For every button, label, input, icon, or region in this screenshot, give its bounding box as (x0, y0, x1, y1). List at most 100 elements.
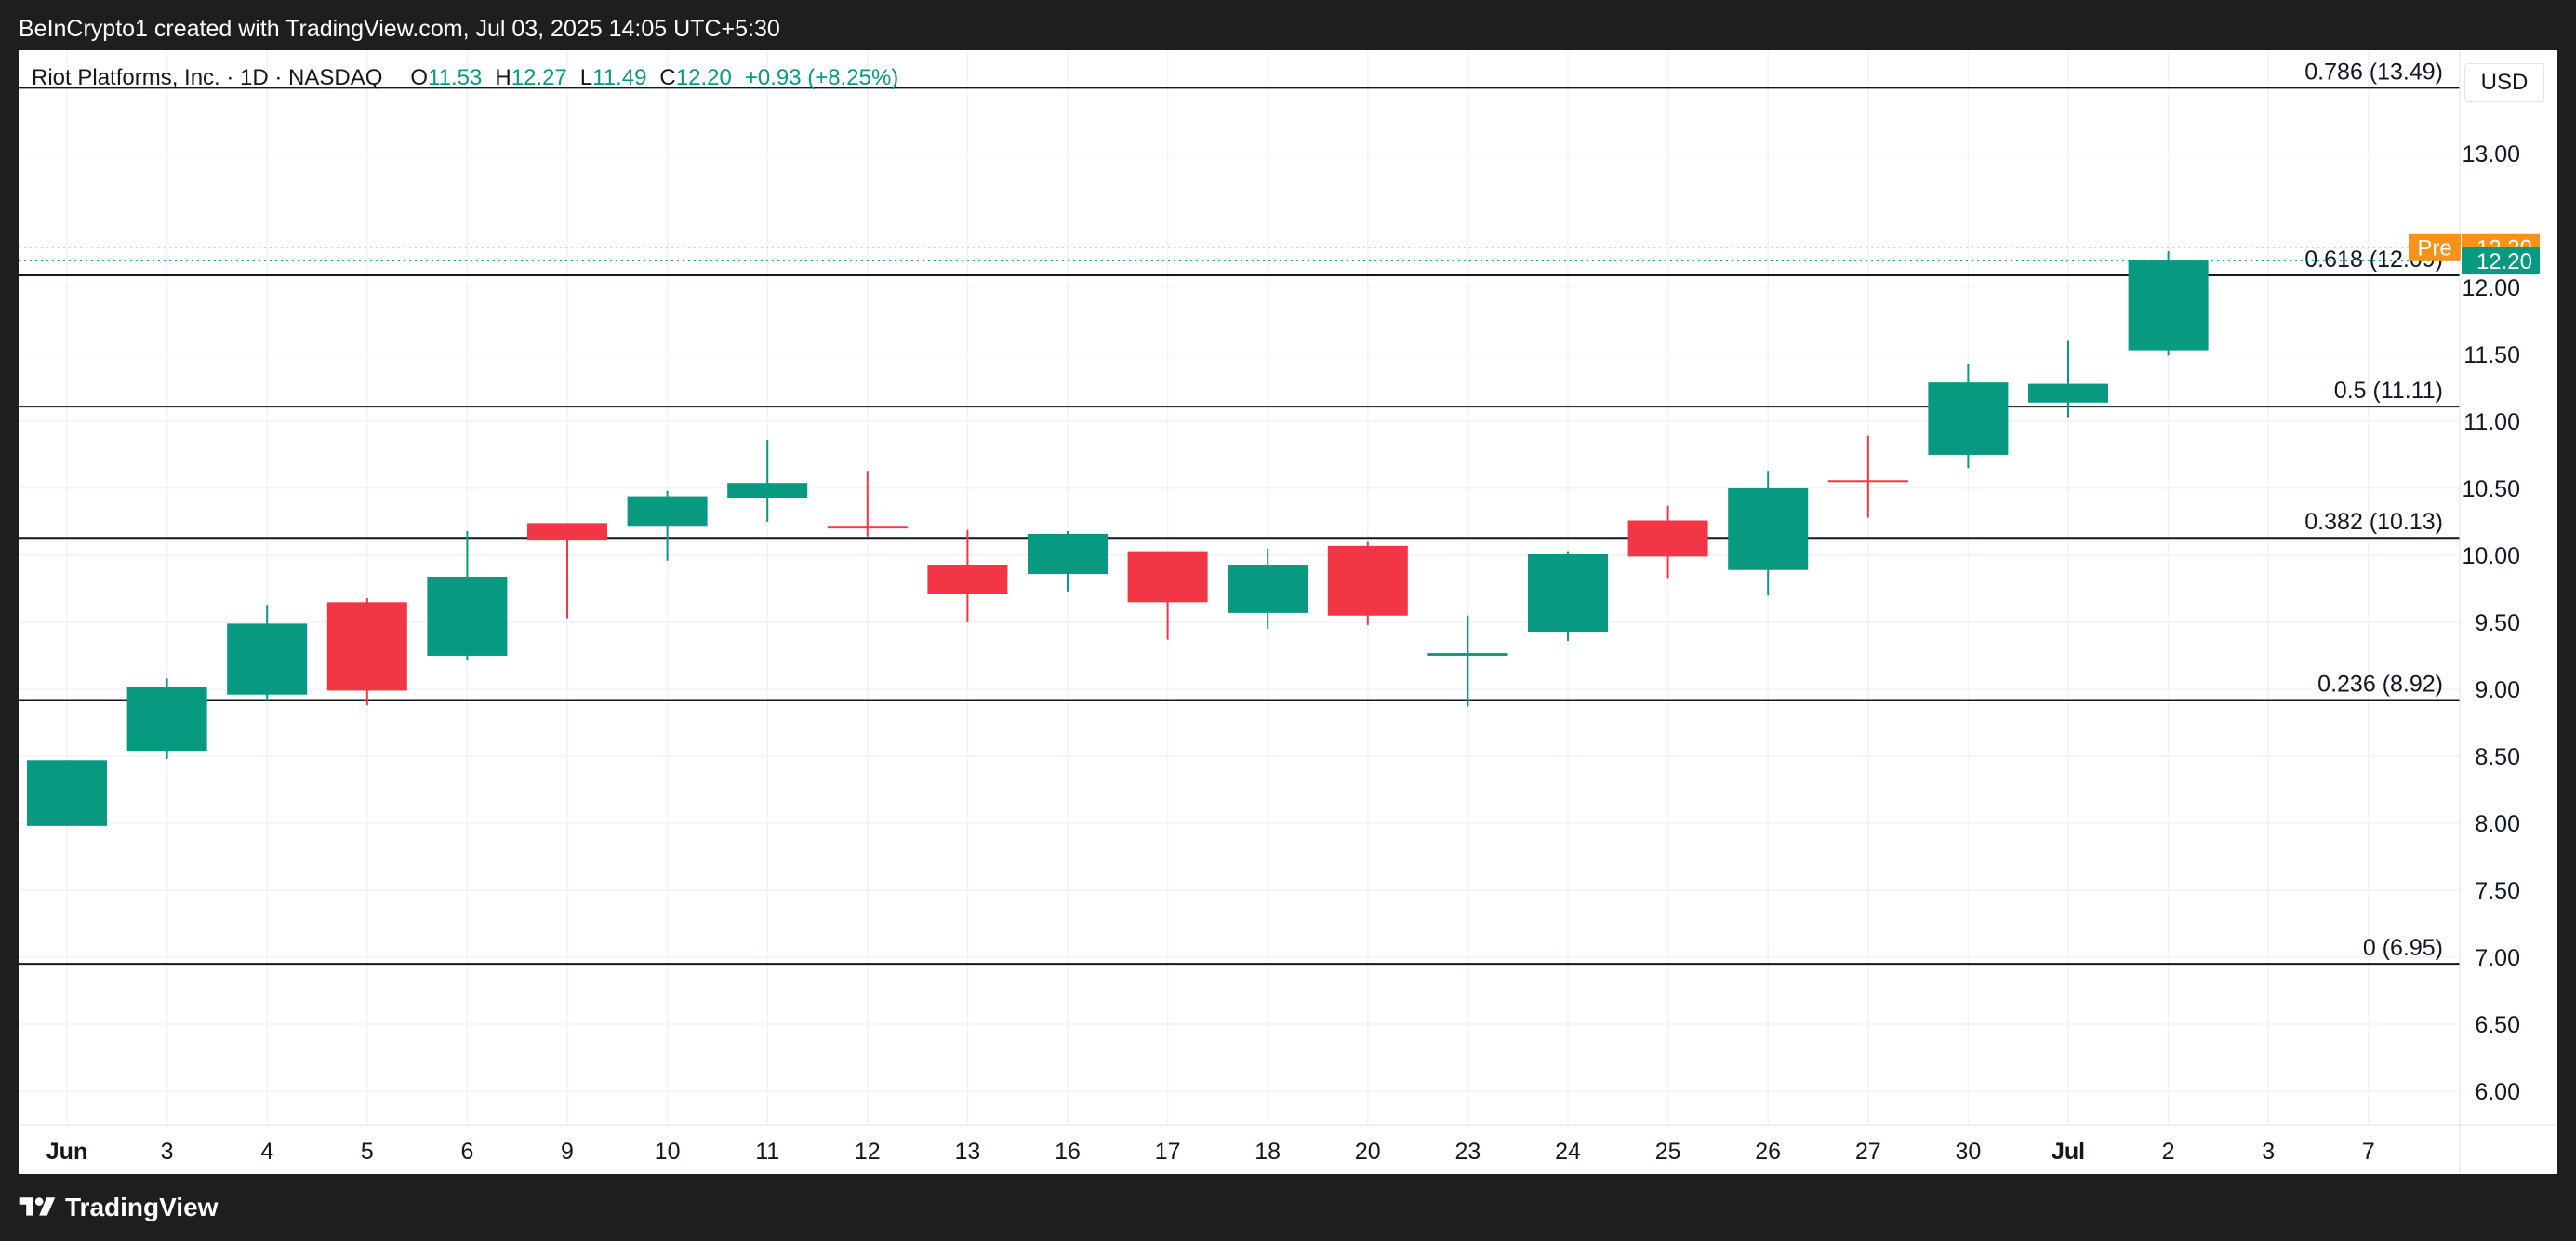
attribution-bar: BeInCrypto1 created with TradingView.com… (0, 0, 2576, 50)
y-tick-label: 9.50 (2475, 610, 2520, 636)
open-value: 11.53 (428, 65, 483, 90)
candles-layer (27, 251, 2209, 826)
candle-up (627, 490, 708, 561)
open-key: O (410, 65, 429, 90)
candle-up (27, 760, 107, 826)
fibonacci-levels: 0.786 (13.49)0.618 (12.09)0.5 (11.11)0.3… (19, 59, 2460, 966)
tradingview-logo-icon (19, 1197, 56, 1216)
x-tick-label: Jul (2052, 1139, 2085, 1165)
candle-body (27, 760, 107, 826)
candle-body (227, 623, 308, 695)
candle-body (1028, 533, 1108, 575)
attribution-text: BeInCrypto1 created with TradingView.com… (19, 16, 780, 42)
fib-level-label: 0.236 (8.92) (2317, 671, 2443, 697)
x-tick-label: 26 (1755, 1139, 1781, 1165)
premarket-tag (2409, 233, 2461, 261)
y-tick-label: 9.00 (2475, 677, 2520, 703)
x-tick-label: 3 (2262, 1139, 2275, 1165)
x-tick-label: 24 (1555, 1139, 1581, 1165)
candle-down (1827, 435, 1908, 518)
y-tick-label: 11.50 (2463, 342, 2520, 368)
x-tick-label: 25 (1655, 1139, 1681, 1165)
candle-down (1627, 505, 1708, 579)
x-tick-label: 5 (361, 1139, 374, 1165)
low-key: L (579, 65, 593, 90)
candle-down (827, 471, 908, 537)
x-tick-label: 23 (1454, 1139, 1481, 1165)
tradingview-brand: TradingView (65, 1193, 219, 1221)
candle-body (1127, 551, 1208, 603)
candle-up (1728, 471, 1809, 596)
candle-body (627, 496, 708, 527)
candle-body (1327, 545, 1408, 616)
x-tick-label: 6 (460, 1139, 473, 1165)
change-value: +0.93 (+8.25%) (744, 65, 899, 90)
x-tick-label: 11 (755, 1139, 779, 1165)
axis-layer: 6.00 6.50 7.00 7.50 8.00 8.50 9.00 9.50 10.00 10.… (19, 50, 2557, 1174)
x-tick-label: 30 (1955, 1139, 1981, 1165)
y-tick-label: 10.50 (2462, 476, 2520, 502)
premarket-tag-label: Pre (2417, 236, 2451, 261)
candle-body (927, 565, 1008, 594)
candle-body (2028, 383, 2108, 403)
candle-body (1728, 487, 1809, 570)
candle-down (527, 523, 607, 619)
x-tick-label: 13 (954, 1139, 980, 1165)
x-tick-label: 17 (1155, 1139, 1181, 1165)
candle-body (1228, 565, 1308, 613)
x-tick-label: Jun (46, 1139, 87, 1165)
candlestick-chart[interactable]: 0.786 (13.49)0.618 (12.09)0.5 (11.11)0.3… (19, 50, 2557, 1174)
x-tick-label: 4 (260, 1139, 273, 1165)
candle-body (126, 687, 207, 752)
tradingview-logo[interactable]: TradingView (19, 1193, 218, 1222)
candle-body (1928, 382, 2009, 455)
candle-body (1427, 653, 1508, 656)
x-tick-label: 2 (2162, 1139, 2175, 1165)
candle-up (2128, 251, 2209, 356)
high-value: 12.27 (511, 65, 567, 90)
fib-level-label: 0 (6.95) (2363, 935, 2443, 961)
candle-up (1427, 615, 1508, 707)
candle-up (126, 678, 207, 759)
candle-body (2128, 260, 2209, 351)
x-tick-label: 9 (561, 1139, 574, 1165)
chart-legend: Riot Platforms, Inc. · 1D · NASDAQ O 11.… (32, 65, 898, 91)
candle-up (1528, 551, 1608, 642)
candle-body (727, 483, 808, 499)
x-tick-label: 20 (1355, 1139, 1381, 1165)
price-tag-value: 12.20 (2476, 249, 2532, 274)
x-tick-label: 12 (855, 1139, 881, 1165)
close-key: C (659, 65, 676, 90)
y-tick-label: 6.50 (2475, 1012, 2520, 1038)
candle-up (727, 440, 808, 522)
x-tick-label: 10 (655, 1139, 681, 1165)
currency-selector[interactable]: USD (2464, 63, 2544, 102)
chart-area[interactable]: 0.786 (13.49) 0.618 (12.09) 0.5 (11.11) 0.3… (19, 50, 2557, 1174)
x-tick-label: 7 (2362, 1139, 2375, 1165)
fib-level-label: 0.382 (10.13) (2304, 509, 2443, 535)
footer-bar: TradingView (0, 1174, 2576, 1241)
candle-up (1928, 363, 2009, 469)
candle-up (227, 605, 308, 701)
fib-level-label: 0.786 (13.49) (2304, 59, 2443, 85)
candle-body (827, 526, 908, 529)
y-tick-label: 7.50 (2475, 878, 2520, 904)
candle-body (1528, 554, 1608, 633)
candle-body (427, 576, 508, 656)
candle-down (1127, 551, 1208, 640)
y-tick-label: 7.00 (2475, 945, 2520, 971)
high-key: H (495, 65, 511, 90)
candle-down (927, 529, 1008, 622)
close-value: 12.20 (675, 65, 732, 90)
x-tick-label: 18 (1255, 1139, 1281, 1165)
x-tick-label: 3 (161, 1139, 174, 1165)
low-value: 11.49 (592, 65, 647, 90)
fib-level-label: 0.5 (11.11) (2334, 378, 2443, 404)
y-tick-label: 13.00 (2462, 141, 2520, 167)
symbol-label: Riot Platforms, Inc. · 1D · NASDAQ (32, 65, 383, 90)
candle-body (1627, 520, 1708, 557)
candle-up (1028, 531, 1108, 592)
y-tick-label: 11.00 (2463, 409, 2520, 435)
price-tag (2462, 247, 2540, 275)
candle-down (326, 598, 407, 706)
